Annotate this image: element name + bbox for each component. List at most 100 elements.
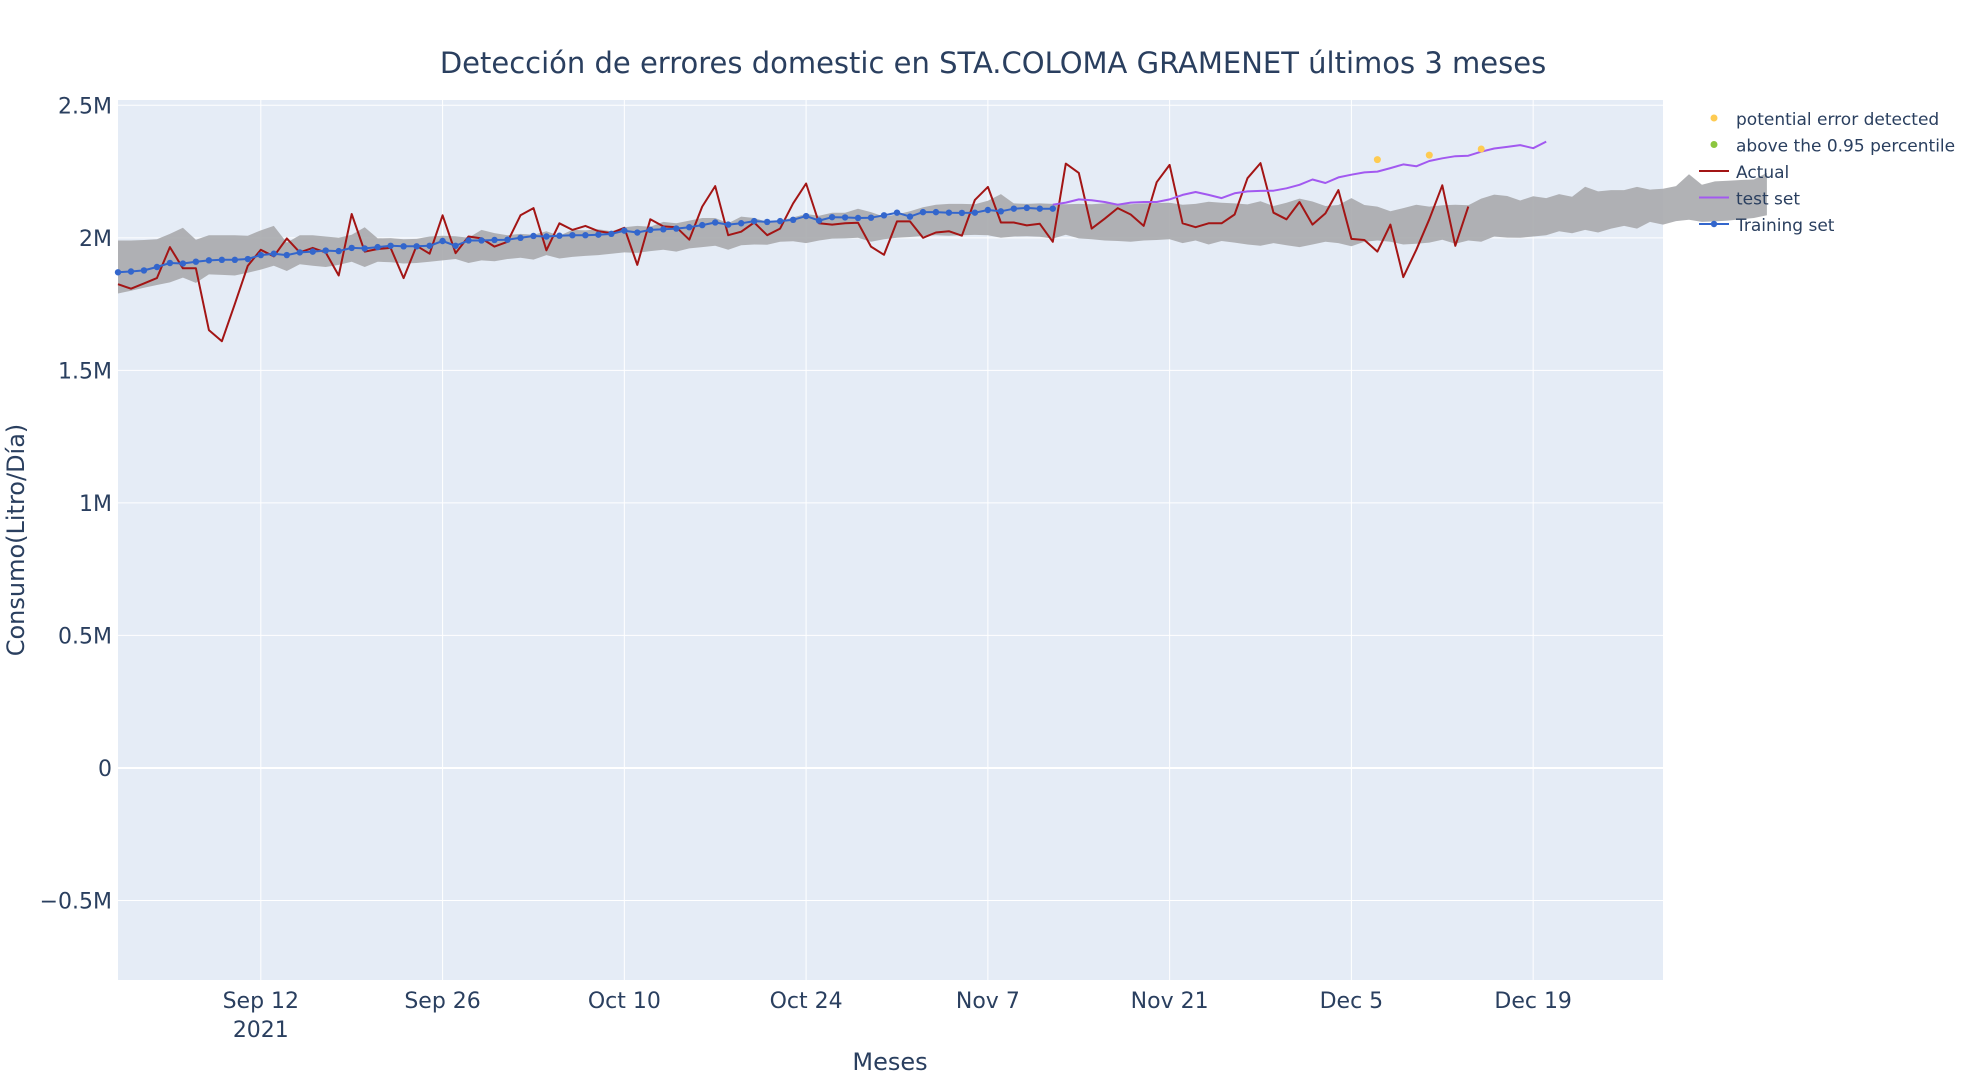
x-tick-label: Oct 24 — [770, 989, 843, 1014]
training-set-point — [491, 236, 498, 244]
potential-error-point — [1477, 145, 1485, 153]
training-set-point — [984, 206, 992, 214]
training-set-point — [244, 255, 252, 263]
training-set-point — [725, 221, 732, 228]
training-set-point — [841, 214, 849, 221]
training-set-point — [595, 231, 602, 238]
training-set-point — [283, 251, 290, 259]
potential-error-point — [1373, 156, 1381, 164]
training-set-point — [166, 259, 174, 267]
legend-item[interactable]: Training set — [1699, 216, 1835, 236]
x-tick-label: Dec 5 — [1320, 989, 1384, 1014]
training-set-point — [452, 242, 459, 249]
legend-item[interactable]: above the 0.95 percentile — [1710, 137, 1956, 157]
training-set-point — [686, 224, 693, 231]
training-set-point — [582, 231, 589, 239]
training-set-point — [737, 220, 745, 227]
training-set-point — [1049, 205, 1056, 212]
training-set-point — [322, 247, 329, 254]
x-tick-label: Oct 10 — [588, 989, 661, 1014]
training-set-point — [127, 268, 135, 275]
training-set-point — [348, 244, 355, 252]
x-axis-ticks: Sep 12 2021 Sep 26 Oct 10 Oct 24 Nov 7 Nov 21 D… — [223, 989, 1572, 1043]
training-set-point — [556, 232, 563, 239]
legend-label: Actual — [1736, 163, 1789, 183]
legend-label: Training set — [1735, 216, 1835, 236]
training-set-point — [971, 209, 979, 216]
training-set-point — [153, 263, 161, 271]
training-set-point — [439, 237, 446, 245]
training-set-point — [478, 237, 485, 244]
chart-title: Detección de errores domestic en STA.COL… — [440, 46, 1546, 80]
training-set-point — [335, 247, 342, 255]
legend[interactable]: potential error detected above the 0.95 p… — [1699, 110, 1955, 236]
prediction-band-layer — [118, 172, 1767, 294]
training-set-point — [231, 256, 239, 264]
training-set-point — [413, 243, 420, 250]
training-set-point — [621, 227, 628, 234]
marker-layer — [1373, 145, 1485, 164]
legend-item[interactable]: test set — [1699, 190, 1800, 210]
training-set-point — [958, 209, 966, 217]
y-tick-label: 1M — [79, 492, 112, 517]
y-tick-label: 1.5M — [58, 359, 112, 384]
training-set-point — [205, 257, 213, 264]
training-set-point — [361, 245, 368, 252]
test-set-line — [1052, 140, 1547, 206]
training-set-point — [296, 249, 303, 256]
training-set-point — [517, 234, 524, 242]
training-set-point — [673, 225, 680, 232]
training-set-point — [880, 212, 888, 219]
series-layer — [114, 140, 1547, 343]
training-set-point — [1010, 205, 1018, 212]
actual-line — [117, 162, 1470, 343]
training-set-point — [530, 232, 537, 240]
training-set-point — [465, 237, 472, 244]
training-set-point — [945, 209, 953, 216]
legend-marker — [1710, 114, 1718, 122]
training-set-point — [140, 267, 148, 274]
training-set-point — [660, 226, 667, 233]
training-set-point — [854, 214, 862, 222]
training-set-point — [569, 231, 576, 239]
training-set-point — [257, 251, 265, 259]
legend-marker — [1710, 220, 1718, 228]
training-set-point — [712, 219, 719, 226]
x-tick-label: Sep 12 — [223, 989, 299, 1014]
training-set-point — [932, 208, 940, 216]
training-set-point — [192, 258, 200, 265]
training-set-point — [504, 236, 511, 243]
training-set-point — [114, 269, 122, 276]
prediction-band — [118, 172, 1767, 294]
y-tick-label: 0.5M — [58, 624, 112, 649]
y-tick-label: 0 — [98, 757, 112, 782]
legend-label: potential error detected — [1736, 110, 1939, 130]
training-set-point — [815, 217, 823, 224]
training-set-point — [802, 212, 810, 220]
y-axis-title: Consumo(Litro/Día) — [2, 424, 30, 657]
training-set-point — [828, 213, 836, 221]
training-set-point — [634, 229, 641, 236]
training-set-point — [426, 242, 433, 249]
training-set-point — [893, 209, 901, 216]
y-axis-ticks: −0.5M 0 0.5M 1M 1.5M 2M 2.5M — [40, 94, 112, 914]
legend-label: test set — [1736, 190, 1800, 210]
training-set-point — [270, 250, 277, 257]
training-set-point — [750, 217, 758, 225]
potential-error-point — [1425, 151, 1433, 159]
training-set-point — [906, 213, 914, 220]
x-tick-sublabel: 2021 — [233, 1018, 289, 1043]
x-tick-label: Sep 26 — [404, 989, 480, 1014]
x-tick-label: Nov 7 — [956, 989, 1020, 1014]
training-set-point — [387, 242, 394, 249]
y-tick-label: −0.5M — [40, 889, 112, 914]
training-set-point — [647, 226, 654, 234]
training-set-point — [608, 230, 615, 238]
x-tick-label: Dec 19 — [1494, 989, 1572, 1014]
y-tick-label: 2.5M — [58, 94, 112, 119]
legend-item[interactable]: potential error detected — [1710, 110, 1940, 130]
training-set-point — [1023, 204, 1031, 212]
training-set-point — [543, 233, 550, 240]
legend-item[interactable]: Actual — [1699, 163, 1789, 183]
training-set-point — [218, 256, 226, 264]
